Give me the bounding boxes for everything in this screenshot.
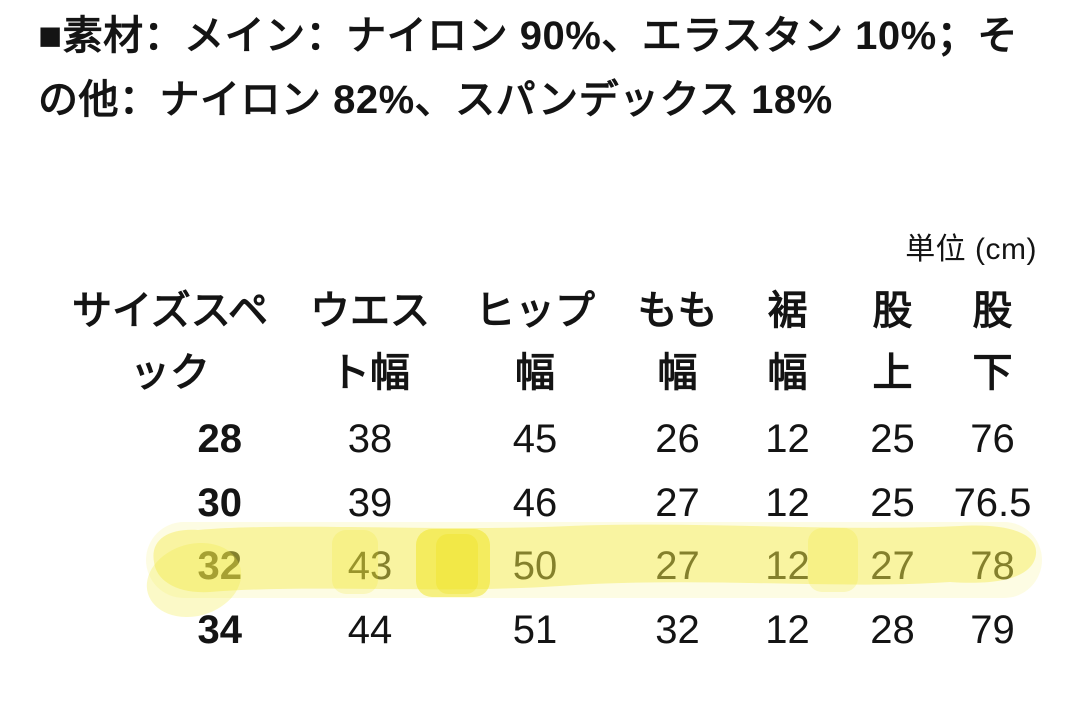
value-cell-rise: 25 bbox=[870, 417, 915, 461]
value-cell-thigh: 27 bbox=[655, 480, 700, 525]
value-cell-waist: 39 bbox=[347, 480, 393, 525]
column-header-line: 幅 bbox=[515, 351, 555, 395]
value-cell-inseam: 76.5 bbox=[953, 480, 1032, 525]
column-header-thigh: もも 幅 bbox=[630, 280, 725, 404]
value-cell-thigh: 32 bbox=[655, 607, 700, 652]
column-header-line: 股 bbox=[872, 289, 913, 333]
material-text: ■素材：メイン：ナイロン 90%、エラスタン 10%；そ の他：ナイロン 82%… bbox=[38, 4, 1018, 132]
column-header-line: ヒップ bbox=[475, 289, 595, 333]
column-header-hip: ヒップ 幅 bbox=[440, 280, 630, 404]
column-header-line: サイズスペ bbox=[72, 289, 268, 333]
value-cell-hip: 46 bbox=[512, 480, 558, 525]
column-header-waist: ウエス ト幅 bbox=[300, 280, 440, 404]
value-cell-thigh: 26 bbox=[655, 417, 700, 461]
value-cell-thigh: 27 bbox=[655, 544, 700, 588]
size-cell: 28 bbox=[197, 417, 243, 461]
table-header-row: サイズスペ ック ウエス ト幅 ヒップ 幅 もも 幅 裾 幅 股 上 bbox=[40, 280, 1050, 404]
column-header-inseam: 股 下 bbox=[935, 280, 1050, 404]
material-line-1: ■素材：メイン：ナイロン 90%、エラスタン 10%；そ bbox=[38, 14, 1018, 58]
table-row-size-32-highlighted: 32 43 50 27 12 27 78 bbox=[40, 535, 1050, 599]
column-header-line: 裾 bbox=[767, 289, 808, 333]
column-header-size: サイズスペ ック bbox=[40, 280, 300, 404]
value-cell-hip: 51 bbox=[512, 607, 558, 652]
column-header-rise: 股 上 bbox=[850, 280, 935, 404]
column-header-line: ト幅 bbox=[330, 351, 410, 395]
column-header-line: 上 bbox=[872, 351, 913, 395]
value-cell-hem: 12 bbox=[765, 544, 810, 588]
value-cell-waist: 38 bbox=[347, 417, 393, 461]
table-body: 28 38 45 26 12 25 76 30 39 46 27 12 25 7… bbox=[40, 408, 1050, 662]
value-cell-hem: 12 bbox=[765, 480, 810, 525]
size-cell: 30 bbox=[197, 480, 243, 525]
value-cell-inseam: 79 bbox=[970, 607, 1015, 652]
value-cell-rise: 28 bbox=[870, 607, 915, 652]
value-cell-waist: 43 bbox=[347, 544, 393, 588]
size-table: サイズスペ ック ウエス ト幅 ヒップ 幅 もも 幅 裾 幅 股 上 bbox=[40, 280, 1050, 662]
value-cell-inseam: 78 bbox=[970, 544, 1015, 588]
value-cell-hem: 12 bbox=[765, 417, 810, 461]
size-cell: 32 bbox=[197, 544, 243, 588]
column-header-line: 幅 bbox=[767, 351, 808, 395]
value-cell-hip: 50 bbox=[512, 544, 558, 588]
column-header-line: ック bbox=[130, 351, 210, 395]
value-cell-inseam: 76 bbox=[970, 417, 1015, 461]
value-cell-rise: 25 bbox=[870, 480, 915, 525]
size-cell: 34 bbox=[197, 607, 243, 652]
column-header-hem: 裾 幅 bbox=[725, 280, 850, 404]
table-row-size-30: 30 39 46 27 12 25 76.5 bbox=[40, 472, 1050, 536]
value-cell-rise: 27 bbox=[870, 544, 915, 588]
table-row-size-34: 34 44 51 32 12 28 79 bbox=[40, 599, 1050, 663]
column-header-line: 股 bbox=[972, 289, 1013, 333]
table-row-size-28: 28 38 45 26 12 25 76 bbox=[40, 408, 1050, 472]
value-cell-hem: 12 bbox=[765, 607, 810, 652]
value-cell-waist: 44 bbox=[347, 607, 393, 652]
material-line-2: の他：ナイロン 82%、スパンデックス 18% bbox=[38, 78, 833, 122]
value-cell-hip: 45 bbox=[512, 417, 558, 461]
unit-note: 単位 (cm) bbox=[905, 233, 1037, 266]
column-header-line: ウエス bbox=[310, 289, 430, 333]
column-header-line: 幅 bbox=[657, 351, 698, 395]
column-header-line: もも bbox=[637, 289, 718, 333]
column-header-line: 下 bbox=[972, 351, 1013, 395]
